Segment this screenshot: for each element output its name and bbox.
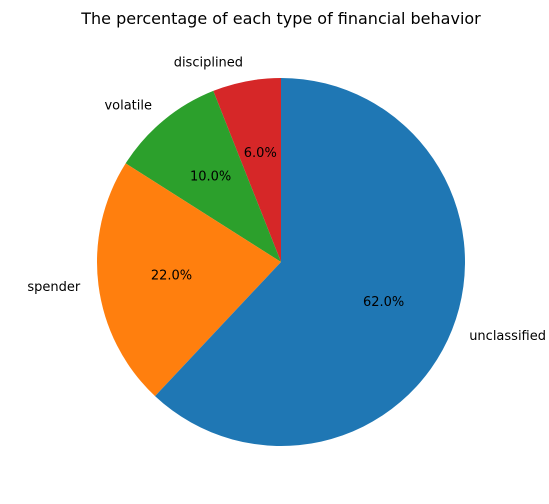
category-label-unclassified: unclassified [469,329,546,344]
pie-slice-spender [96,163,281,397]
category-label-disciplined: disciplined [174,56,243,71]
pct-label-spender: 22.0% [151,268,192,283]
pie-labels: 6.0% disciplined 10.0% volatile 22.0% spender… [27,56,546,344]
pie-slice-unclassified [155,78,465,447]
category-label-volatile: volatile [104,99,152,114]
pie-slice-disciplined [213,78,281,262]
pct-label-disciplined: 6.0% [244,146,277,161]
chart-title: The percentage of each type of financial… [80,9,481,28]
category-label-spender: spender [27,280,81,295]
pie-slice-volatile [125,90,281,262]
pct-label-unclassified: 62.0% [363,295,404,310]
pct-label-volatile: 10.0% [190,169,231,184]
pie-slices [96,78,465,447]
